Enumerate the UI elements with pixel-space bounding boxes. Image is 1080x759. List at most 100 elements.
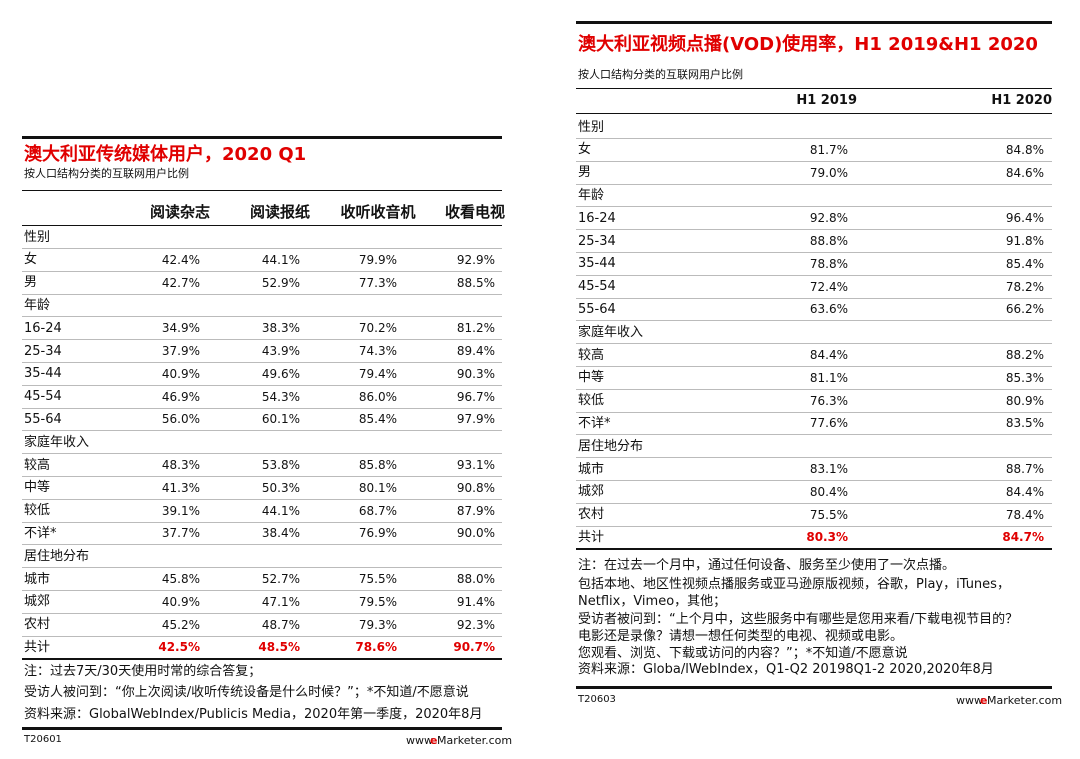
row-label: 男 [24,275,38,291]
row-divider [22,339,502,341]
section-heading: 年龄 [24,297,51,313]
row-divider [576,138,1052,139]
total-cell: 48.5% [258,640,300,655]
cell: 81.7% [809,142,848,157]
cell: 79.3% [358,617,397,632]
cell: 48.3% [161,458,200,472]
row-label: 女 [578,142,592,158]
cell: 53.8% [261,458,300,472]
total-cell: 80.3% [806,530,848,545]
cell: 92.3% [456,617,495,632]
rule [22,190,502,191]
cell: 56.0% [161,412,200,427]
brand: Marketer.com [437,733,513,747]
rule [22,727,502,730]
cell: 83.1% [809,462,848,476]
row-divider [576,457,1052,459]
row-label: 城市 [578,461,605,477]
note: 电影还是录像？请想一想任何类型的电视、视频或电影。 [578,628,904,644]
cell: 84.8% [1005,142,1044,157]
cell: 86.0% [358,389,397,404]
cell: 75.5% [809,507,848,522]
row-divider [22,407,502,409]
cell: 40.9% [161,594,200,609]
cell: 92.9% [456,252,495,267]
cell: 79.4% [358,366,397,381]
total-cell: 90.7% [453,640,495,655]
cell: 47.1% [261,594,300,609]
row-divider [576,274,1052,276]
row-label: 45-54 [578,279,616,295]
cell: 44.1% [261,252,300,267]
cell: 68.7% [358,503,397,518]
row-divider [22,316,502,318]
row-divider [576,366,1052,367]
cell: 77.3% [358,275,397,290]
note: 您观看、浏览、下载或访问的内容？”；*不知道/不愿意说 [578,645,908,661]
cell: 88.7% [1005,462,1044,476]
cell: 60.1% [261,412,300,427]
cell: 44.1% [261,503,300,518]
subtitle: 按人口结构分类的互联网用户比例 [578,67,743,81]
column-header: 收听收音机 [340,202,416,221]
cell: 75.5% [358,572,397,586]
cell: 79.9% [358,252,397,267]
rule [576,113,1052,114]
cell: 52.9% [261,275,300,290]
row-label: 较低 [578,393,605,409]
cell: 63.6% [809,302,848,317]
cell: 76.3% [809,393,848,408]
row-divider [576,320,1052,322]
cell: 78.2% [1005,279,1044,294]
cell: 74.3% [358,344,397,358]
cell: 45.8% [161,572,200,586]
row-label: 较高 [24,457,51,473]
row-divider [22,430,502,432]
cell: 70.2% [358,321,397,336]
cell: 85.4% [1005,256,1044,271]
cell: 88.0% [456,572,495,586]
cell: 42.7% [161,275,200,290]
rule [22,136,502,139]
cell: 49.6% [261,366,300,381]
column-header: H1 2019 [796,92,857,108]
cell: 77.6% [809,416,848,431]
row-label: 农村 [578,507,605,523]
rule [576,21,1052,24]
row-divider [22,384,502,386]
row-divider [576,480,1052,481]
section-heading: 家庭年收入 [578,324,644,340]
row-label: 55-64 [578,301,616,317]
cell: 90.3% [456,366,495,381]
row-divider [576,502,1052,504]
cell: 84.4% [1005,484,1044,499]
cell: 91.4% [456,594,495,609]
row-divider [22,612,502,614]
cell: 52.7% [261,572,300,586]
row-divider [576,388,1052,390]
column-header: 收看电视 [444,202,506,221]
row-divider [576,525,1052,527]
row-divider [22,293,502,295]
brand: e [430,733,438,747]
subtitle: 按人口结构分类的互联网用户比例 [24,166,189,180]
rule [22,658,502,661]
cell: 80.4% [809,484,848,499]
row-label: 25-34 [578,233,616,249]
cell: 76.9% [358,526,397,541]
section-heading: 年龄 [578,187,605,203]
section-heading: 性别 [578,119,605,135]
cell: 79.5% [358,594,397,609]
row-divider [22,270,502,272]
row-divider [576,297,1052,299]
total-label: 共计 [24,639,51,655]
row-label: 较高 [578,347,605,363]
cell: 96.4% [1005,211,1044,226]
row-label: 16-24 [578,210,616,226]
cell: 37.9% [161,344,200,358]
cell: 50.3% [261,480,300,495]
row-divider [576,160,1052,162]
total-cell: 42.5% [158,640,200,655]
row-divider [576,411,1052,413]
